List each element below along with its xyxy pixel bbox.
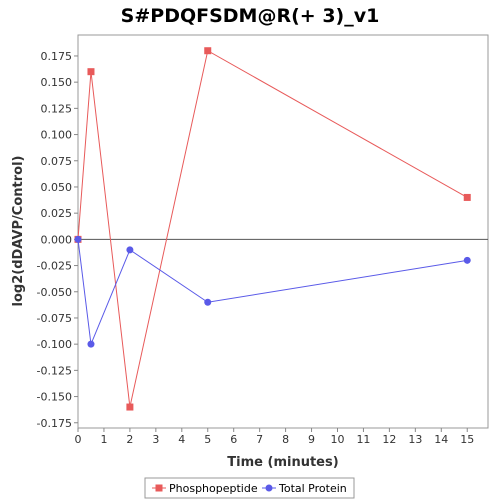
data-point xyxy=(204,298,212,306)
x-tick-label: 10 xyxy=(330,433,344,446)
legend-marker xyxy=(265,484,273,492)
x-axis-label: Time (minutes) xyxy=(227,455,338,470)
legend-item-1: Total Protein xyxy=(262,482,347,495)
y-tick-label: -0.125 xyxy=(37,364,72,377)
series-1 xyxy=(74,235,471,348)
data-point xyxy=(87,68,95,76)
y-tick-label: -0.075 xyxy=(37,312,72,325)
legend-item-0: Phosphopeptide xyxy=(152,482,258,495)
y-tick-label: 0.000 xyxy=(41,233,73,246)
y-tick-label: -0.150 xyxy=(37,391,72,404)
x-tick-label: 13 xyxy=(408,433,422,446)
chart-title: S#PDQFSDM@R(+ 3)_v1 xyxy=(121,5,380,27)
legend-label: Total Protein xyxy=(278,482,347,495)
plot-area xyxy=(77,34,489,429)
legend-label: Phosphopeptide xyxy=(169,482,258,495)
x-tick-label: 4 xyxy=(178,433,185,446)
x-tick-label: 6 xyxy=(230,433,237,446)
data-point xyxy=(463,193,471,201)
y-tick-label: -0.025 xyxy=(37,260,72,273)
x-axis: 0 1 2 3 4 5 6 7 8 9 10 11 12 13 14 15 xyxy=(75,428,474,446)
data-point xyxy=(87,340,95,348)
y-tick-label: 0.050 xyxy=(41,181,73,194)
y-tick-label: -0.050 xyxy=(37,286,72,299)
y-tick-label: 0.150 xyxy=(41,76,73,89)
legend: Phosphopeptide Total Protein xyxy=(152,482,347,495)
y-tick-label: 0.025 xyxy=(41,207,73,220)
data-point xyxy=(126,246,134,254)
x-tick-label: 12 xyxy=(382,433,396,446)
x-tick-label: 0 xyxy=(75,433,82,446)
y-tick-label: -0.175 xyxy=(37,417,72,430)
data-point xyxy=(204,47,212,55)
x-tick-label: 2 xyxy=(126,433,133,446)
legend-box xyxy=(144,477,355,499)
y-tick-label: -0.100 xyxy=(37,338,72,351)
x-tick-label: 11 xyxy=(356,433,370,446)
x-tick-label: 8 xyxy=(282,433,289,446)
x-tick-label: 15 xyxy=(460,433,474,446)
series-group xyxy=(74,47,471,411)
data-point xyxy=(74,235,82,243)
x-tick-label: 7 xyxy=(256,433,263,446)
y-axis: -0.175 -0.150 -0.125 -0.100 -0.075 -0.050 -0.0… xyxy=(37,50,78,430)
y-tick-label: 0.075 xyxy=(41,155,73,168)
legend-marker xyxy=(155,484,163,492)
y-tick-label: 0.175 xyxy=(41,50,73,63)
data-point xyxy=(463,256,471,264)
y-axis-label: log2(dDAVP/Control) xyxy=(11,156,26,307)
x-tick-label: 1 xyxy=(100,433,107,446)
x-tick-label: 9 xyxy=(308,433,315,446)
x-tick-label: 14 xyxy=(434,433,448,446)
y-tick-label: 0.125 xyxy=(41,102,73,115)
data-point xyxy=(126,403,134,411)
y-tick-label: 0.100 xyxy=(41,129,73,142)
x-tick-label: 3 xyxy=(152,433,159,446)
x-tick-label: 5 xyxy=(204,433,211,446)
